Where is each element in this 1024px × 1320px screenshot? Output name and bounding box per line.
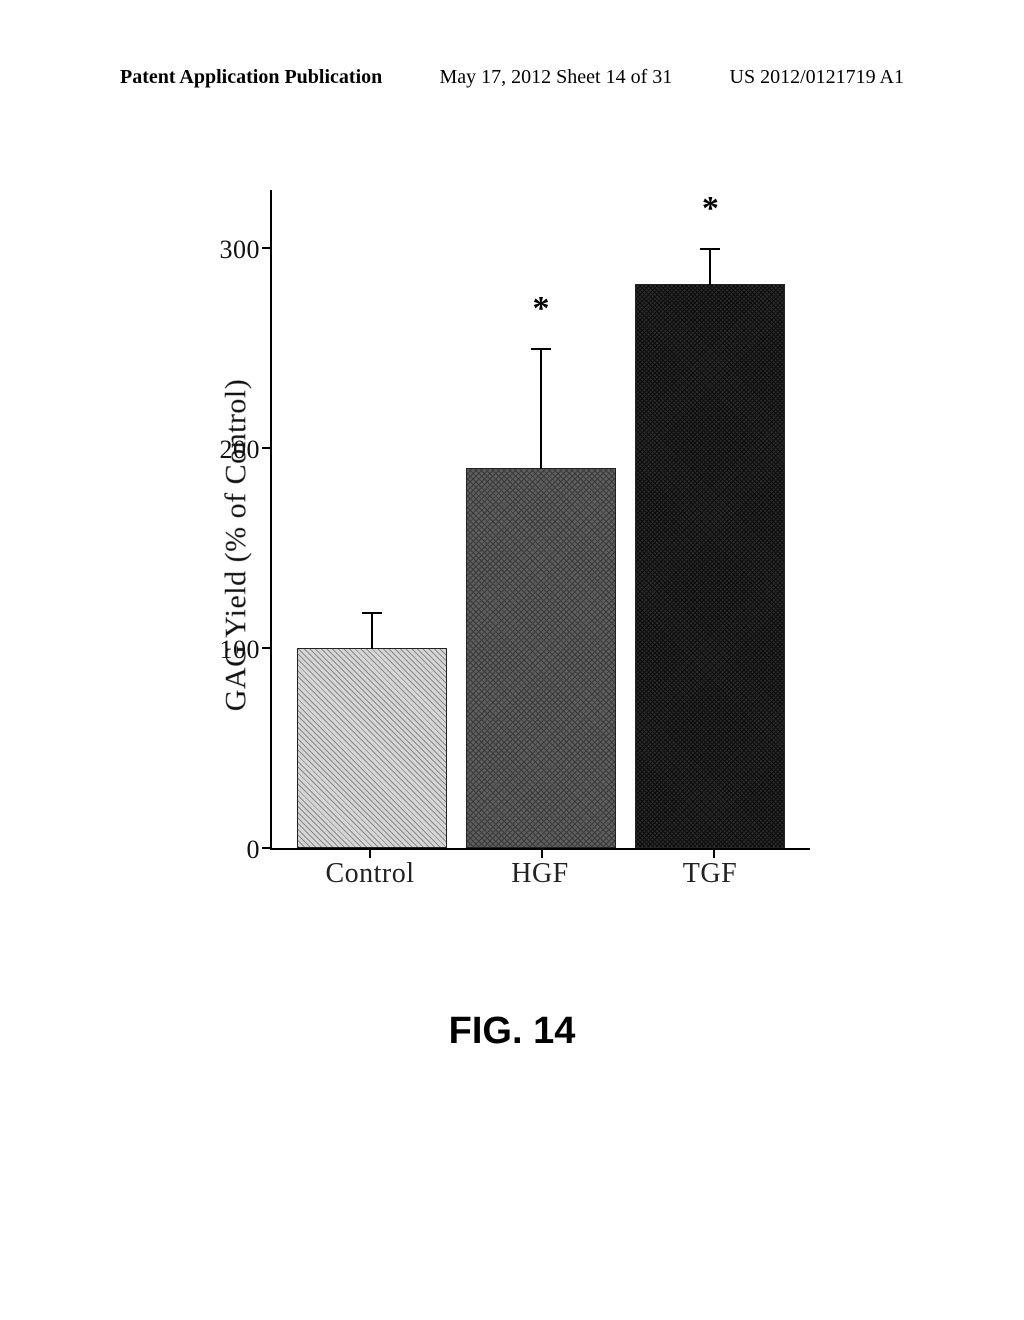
x-tick <box>541 848 543 858</box>
bars-container: * * <box>272 190 810 848</box>
header-pubnum: US 2012/0121719 A1 <box>730 66 904 89</box>
bar-slot-hgf: * <box>461 468 621 848</box>
x-tick <box>369 848 371 858</box>
x-label-tgf: TGF <box>630 858 790 890</box>
figure-caption: FIG. 14 <box>0 1010 1024 1053</box>
bar-control <box>297 648 447 848</box>
errorbar-hgf <box>540 349 542 469</box>
y-tick-label: 200 <box>220 435 261 465</box>
errorbar-tgf <box>709 249 711 285</box>
y-tick <box>262 447 272 449</box>
bar-tgf <box>635 284 785 848</box>
y-tick-label: 300 <box>220 235 261 265</box>
page-header: Patent Application Publication May 17, 2… <box>0 66 1024 89</box>
bar-chart: GAG Yield (% of Control) * <box>180 190 820 900</box>
x-axis-labels: Control HGF TGF <box>270 858 810 890</box>
significance-star-tgf: * <box>702 190 719 228</box>
y-tick-label: 0 <box>247 835 261 865</box>
x-label-hgf: HGF <box>460 858 620 890</box>
errorbar-control <box>371 613 373 649</box>
significance-star-hgf: * <box>532 290 549 328</box>
y-tick <box>262 847 272 849</box>
bar-hgf <box>466 468 616 848</box>
bar-slot-tgf: * <box>630 284 790 848</box>
patent-page-root: Patent Application Publication May 17, 2… <box>0 0 1024 1320</box>
y-tick-label: 100 <box>220 635 261 665</box>
plot-area: * * <box>270 190 810 850</box>
x-tick <box>713 848 715 858</box>
y-tick <box>262 647 272 649</box>
header-publication: Patent Application Publication <box>120 66 382 89</box>
bar-slot-control <box>292 648 452 848</box>
header-date-sheet: May 17, 2012 Sheet 14 of 31 <box>440 66 673 89</box>
y-tick <box>262 247 272 249</box>
x-label-control: Control <box>290 858 450 890</box>
